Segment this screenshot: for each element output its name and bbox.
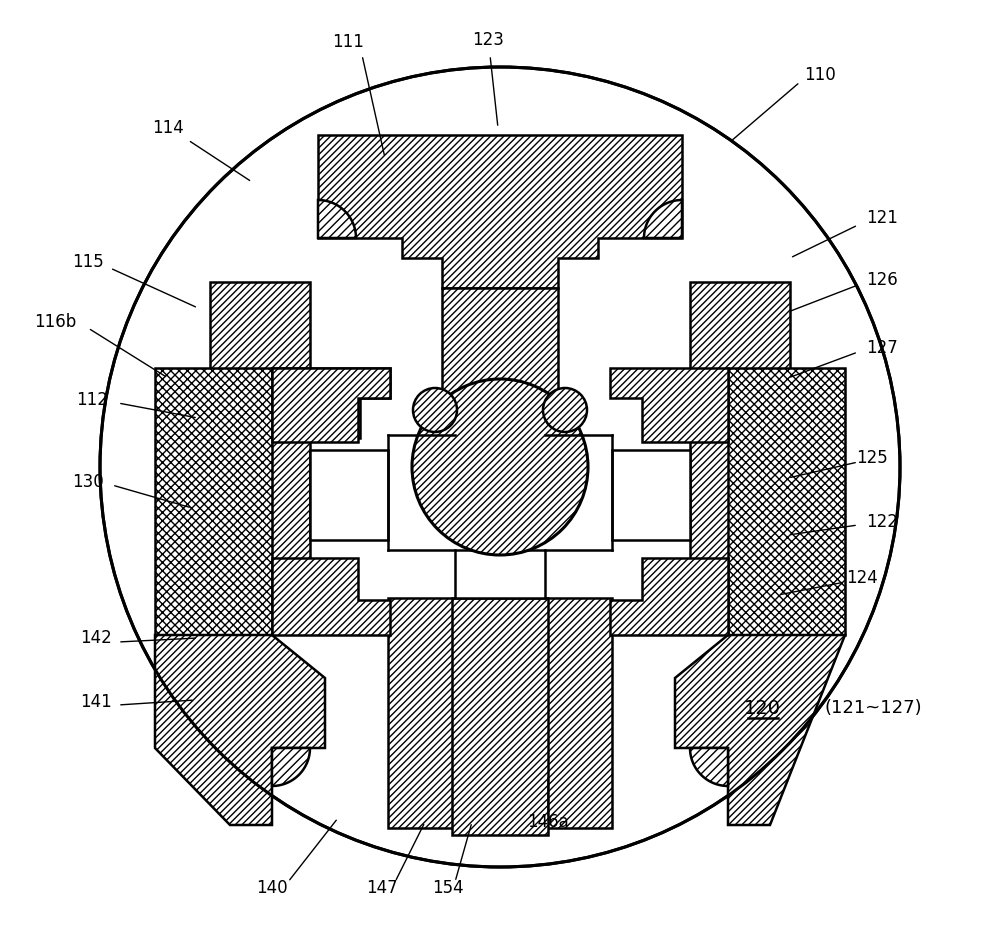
Text: 123: 123 — [472, 31, 504, 49]
Text: 115: 115 — [72, 253, 104, 271]
Text: 154: 154 — [432, 879, 464, 897]
Polygon shape — [155, 368, 272, 635]
Polygon shape — [728, 368, 845, 635]
Polygon shape — [610, 368, 728, 442]
Polygon shape — [612, 450, 690, 540]
Polygon shape — [690, 282, 790, 595]
Text: 127: 127 — [866, 339, 898, 357]
Polygon shape — [675, 635, 845, 825]
Polygon shape — [690, 748, 728, 786]
Polygon shape — [272, 558, 390, 635]
Polygon shape — [318, 200, 356, 238]
Text: (121~127): (121~127) — [825, 699, 923, 717]
Text: 140: 140 — [256, 879, 288, 897]
Polygon shape — [610, 558, 728, 635]
Circle shape — [412, 379, 588, 555]
Polygon shape — [318, 135, 682, 288]
Text: 116b: 116b — [34, 313, 76, 331]
Polygon shape — [644, 200, 682, 238]
Polygon shape — [272, 368, 390, 442]
Polygon shape — [310, 450, 388, 540]
Text: 112: 112 — [76, 391, 108, 409]
Polygon shape — [455, 550, 545, 598]
Text: 130: 130 — [72, 473, 104, 491]
Text: 146a: 146a — [527, 813, 569, 831]
Text: 125: 125 — [856, 449, 888, 467]
Polygon shape — [388, 598, 455, 828]
Text: 111: 111 — [332, 33, 364, 51]
Text: 124: 124 — [846, 569, 878, 587]
Polygon shape — [210, 282, 310, 595]
Circle shape — [100, 67, 900, 867]
Polygon shape — [545, 598, 612, 828]
Text: 147: 147 — [366, 879, 398, 897]
Polygon shape — [452, 598, 548, 835]
Text: 120: 120 — [744, 699, 780, 717]
Polygon shape — [442, 288, 558, 395]
Text: 121: 121 — [866, 209, 898, 227]
Polygon shape — [455, 395, 545, 435]
Circle shape — [543, 388, 587, 432]
Text: 110: 110 — [804, 66, 836, 84]
Text: 122: 122 — [866, 513, 898, 531]
Circle shape — [413, 388, 457, 432]
Text: 126: 126 — [866, 271, 898, 289]
Text: 141: 141 — [80, 693, 112, 711]
Text: 114: 114 — [152, 119, 184, 137]
Polygon shape — [272, 748, 310, 786]
Polygon shape — [155, 635, 325, 825]
Text: 142: 142 — [80, 629, 112, 647]
Polygon shape — [272, 368, 390, 438]
